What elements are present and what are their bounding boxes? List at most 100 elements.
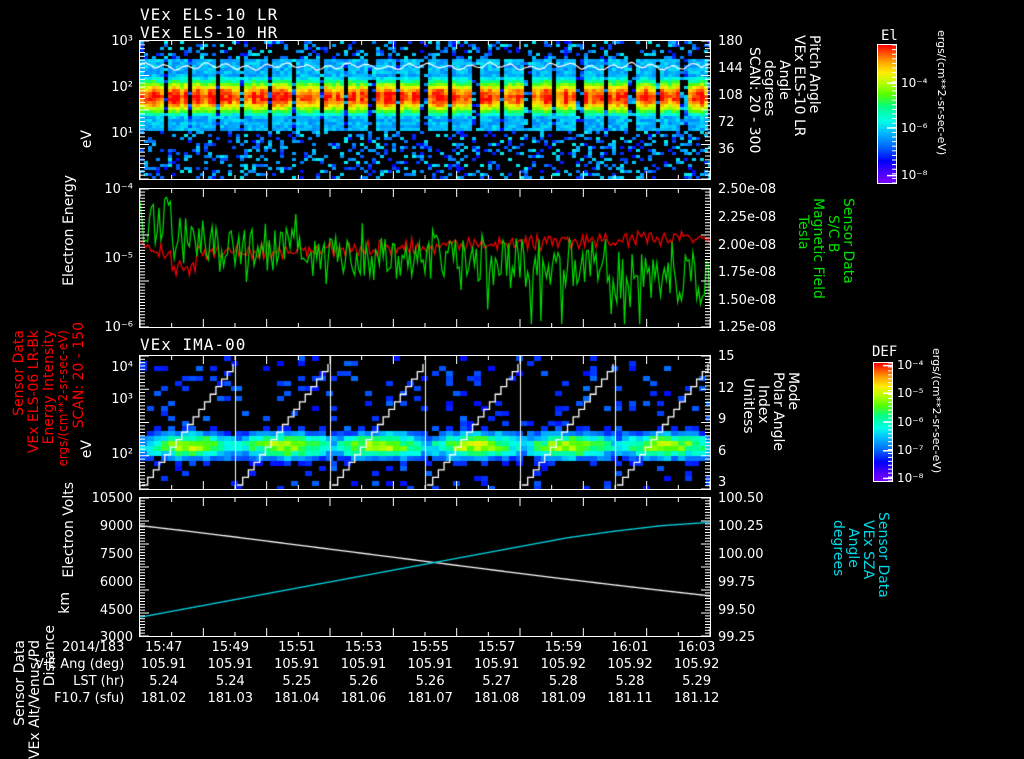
panel4-right-axis-label-2: Angle: [845, 528, 861, 568]
bottom-table-cell: 105.92: [673, 657, 720, 672]
bottom-table-cell: 105.92: [607, 657, 653, 672]
bottom-table-cell: 5.26: [415, 674, 445, 689]
def-colorbar-title: DEF: [872, 344, 898, 360]
panel2-y2tick-4: 1.50e-08: [718, 293, 777, 308]
panel2-ytick-0: 10⁻⁴: [104, 182, 133, 197]
panel1-right-axis-sub-1: degrees: [761, 60, 777, 117]
panel1-right-axis-label-0: Pitch Angle: [806, 35, 822, 114]
bottom-table-cell: 5.28: [615, 674, 645, 689]
bottom-table-cell: 5.29: [682, 674, 712, 689]
panel-els-spectrogram[interactable]: [139, 40, 711, 180]
bottom-table-cell: 181.02: [140, 691, 187, 706]
panel3-left-axis-unit: eV: [79, 440, 95, 459]
bottom-table-cell: 181.08: [473, 691, 520, 706]
panel3-right-axis-label-3: Unitless: [740, 378, 756, 434]
panel3-right-axis-label-2: Index: [755, 385, 771, 424]
el-colorbar-tick-2: 10⁻⁸: [901, 168, 928, 182]
panel2-right-axis-label-2: Magnetic Field: [810, 198, 826, 299]
panel2-left-axis-label-0: Sensor Data: [11, 330, 27, 416]
panel4-ytick-5: 3000: [99, 630, 133, 645]
bottom-table-row-header: V-E Ang (deg): [35, 657, 125, 672]
panel-energy-intensity-magfield[interactable]: [139, 188, 711, 328]
panel3-y2tick-0: 15: [718, 349, 735, 364]
bottom-table-cell: 105.91: [140, 657, 187, 672]
panel4-y2tick-1: 100.25: [718, 519, 764, 534]
panel1-title-line1: VEx ELS-10 LR: [140, 5, 279, 24]
bottom-table-cell: 105.92: [540, 657, 587, 672]
panel1-ytick-1: 10²: [111, 80, 133, 95]
panel-ima-spectrogram[interactable]: [139, 355, 711, 490]
bottom-table-cell: 15:49: [211, 640, 250, 655]
panel1-ytick-2: 10¹: [111, 126, 133, 141]
panel1-left-axis-unit: eV: [79, 130, 95, 149]
panel4-left-axis-label-3: km: [57, 592, 73, 614]
el-colorbar-tick-1: 10⁻⁶: [901, 121, 928, 135]
panel4-y2tick-2: 100.00: [718, 547, 764, 562]
panel1-y2tick-0: 180: [718, 34, 743, 49]
panel3-right-axis-label-1: Polar Angle: [770, 372, 786, 452]
bottom-table-cell: 15:51: [278, 640, 316, 655]
panel4-ytick-4: 4500: [99, 603, 133, 618]
panel3-y2tick-3: 6: [718, 444, 727, 459]
panel1-y2tick-1: 144: [718, 61, 743, 76]
panel2-left-axis-label-1: VEx ELS-06 LR-Bk: [26, 330, 42, 454]
bottom-table-row: V-E Ang (deg) 105.91 105.91 105.91 105.91 105…: [0, 657, 730, 674]
panel2-right-axis-label-0: Sensor Data: [840, 198, 856, 284]
bottom-table-cell: 105.91: [473, 657, 520, 672]
bottom-table-cell: 15:47: [144, 640, 183, 655]
bottom-table-cell: 16:01: [611, 640, 649, 655]
panel1-y2tick-3: 72: [718, 115, 735, 130]
def-colorbar-tick-2: 10⁻⁶: [897, 415, 924, 429]
panel2-y2tick-2: 2.00e-08: [718, 238, 777, 253]
panel2-right-axis-label-1: S/C B: [825, 215, 841, 253]
panel4-y2tick-5: 99.25: [718, 630, 756, 645]
bottom-table-row-header: F10.7 (sfu): [54, 691, 125, 706]
panel2-left-axis-label-4: SCAN: 20 - 150: [71, 322, 87, 429]
bottom-table-cell: 15:59: [544, 640, 583, 655]
panel4-ytick-3: 6000: [99, 575, 133, 590]
panel4-ytick-0: 10500: [91, 491, 133, 506]
figure-root: VEx ELS-10 LR VEx ELS-10 HR 10³ 10² 10¹ …: [0, 5, 948, 759]
bottom-table-row-header: LST (hr): [73, 674, 125, 689]
el-colorbar-tick-0: 10⁻⁴: [901, 76, 928, 90]
bottom-parameter-table: 2014/183 15:47 15:49 15:51 15:53 15:55 15:57 15…: [0, 640, 730, 708]
bottom-table-cell: 181.06: [340, 691, 387, 706]
panel2-y2tick-1: 2.25e-08: [718, 210, 777, 225]
panel2-y2tick-5: 1.25e-08: [718, 320, 777, 335]
def-colorbar-tick-3: 10⁻⁷: [897, 443, 924, 457]
bottom-table-cell: 105.91: [274, 657, 320, 672]
bottom-table-cell: 105.91: [207, 657, 254, 672]
bottom-table-row: LST (hr) 5.24 5.24 5.25 5.26 5.26 5.27 5.28 5.28…: [0, 674, 730, 691]
panel2-ytick-2: 10⁻⁶: [104, 320, 133, 335]
bottom-table-cell: 5.26: [349, 674, 378, 689]
panel2-left-axis-label-3: ergs/(cm**2-sr-sec-eV): [56, 330, 70, 467]
panel-altitude-sza[interactable]: [139, 497, 711, 637]
panel4-y2tick-0: 100.50: [718, 491, 764, 506]
bottom-table-cell: 16:03: [677, 640, 716, 655]
panel3-y2tick-1: 12: [718, 381, 735, 396]
def-colorbar-tick-0: 10⁻⁴: [897, 358, 924, 372]
panel1-right-axis-sub-2: SCAN: 20 - 300: [746, 47, 762, 154]
def-colorbar-tick-4: 10⁻⁸: [897, 471, 924, 485]
panel3-title: VEx IMA-00: [140, 335, 247, 354]
bottom-table-cell: 181.03: [207, 691, 254, 706]
bottom-table-cell: 5.25: [282, 674, 312, 689]
bottom-table-cell: 15:57: [477, 640, 516, 655]
panel2-right-axis-label-3: Tesla: [795, 215, 811, 250]
def-colorbar[interactable]: [873, 362, 893, 482]
panel2-ytick-1: 10⁻⁵: [104, 251, 133, 266]
el-colorbar[interactable]: [877, 44, 897, 184]
bottom-table-cell: 5.24: [215, 674, 245, 689]
panel1-y2tick-4: 36: [718, 142, 735, 157]
panel4-y2tick-3: 99.75: [718, 575, 756, 590]
bottom-table-cell: 181.12: [673, 691, 720, 706]
panel1-y2tick-2: 108: [718, 88, 743, 103]
panel3-ytick-1: 10³: [111, 392, 133, 407]
bottom-table-cell: 181.04: [274, 691, 320, 706]
panel4-right-axis-label-3: degrees: [830, 520, 846, 577]
bottom-table-cell: 105.91: [340, 657, 387, 672]
panel1-ytick-0: 10³: [111, 34, 133, 49]
panel4-y2tick-4: 99.50: [718, 603, 756, 618]
el-colorbar-title: El: [881, 28, 898, 44]
panel4-right-axis-label-1: VEx SZA: [860, 520, 876, 580]
